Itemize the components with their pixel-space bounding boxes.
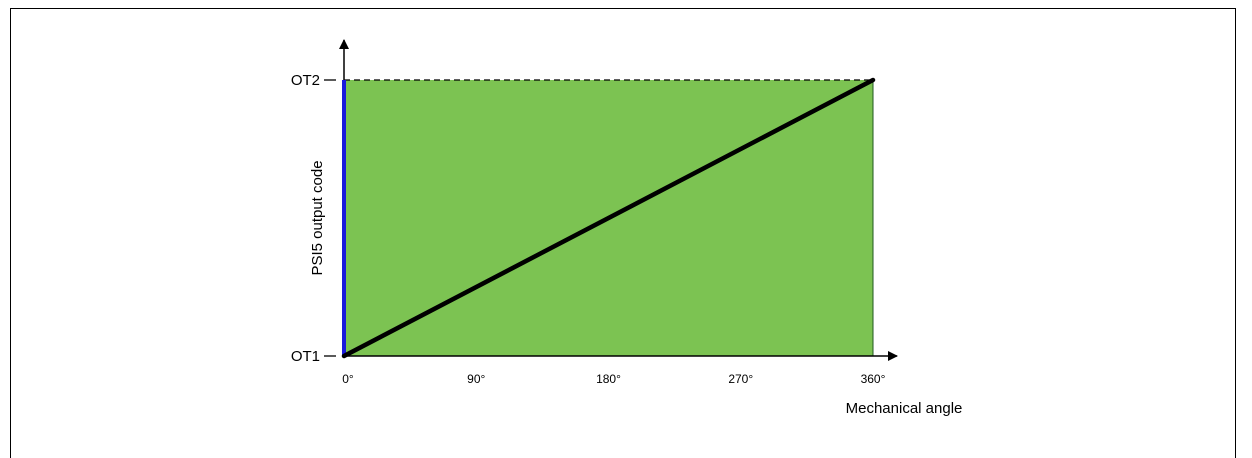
x-tick-label: 0° — [342, 372, 354, 386]
series-line — [341, 77, 876, 359]
figure-frame — [10, 8, 1236, 458]
x-tick-label: 180° — [596, 372, 621, 386]
y-axis-title: PSI5 output code — [309, 160, 326, 275]
x-tick-label: 90° — [467, 372, 485, 386]
x-axis-title: Mechanical angle — [846, 400, 963, 417]
y-tick-label-ot1: OT1 — [291, 348, 320, 365]
x-tick-label: 360° — [861, 372, 886, 386]
x-tick-label: 270° — [728, 372, 753, 386]
y-tick-label-ot2: OT2 — [291, 72, 320, 89]
